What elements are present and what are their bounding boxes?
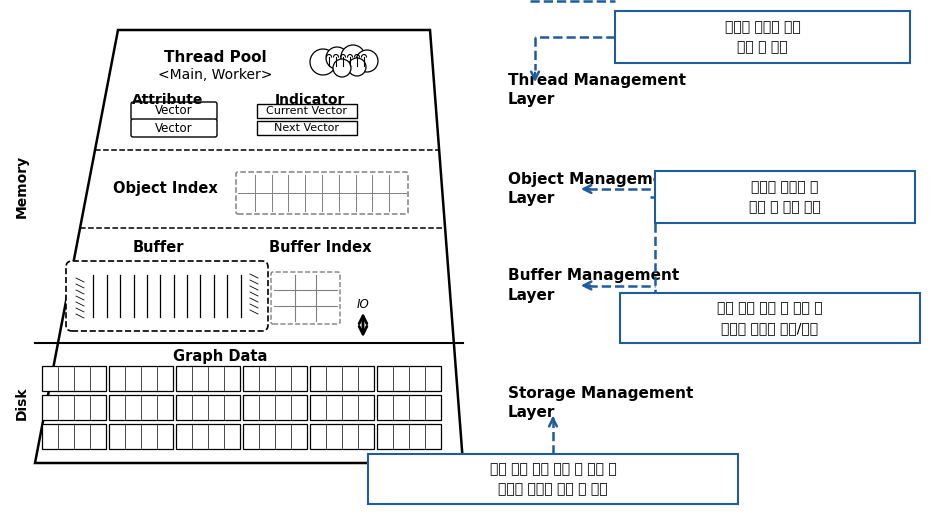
Circle shape — [310, 49, 336, 75]
Text: Vector: Vector — [155, 105, 192, 118]
Text: Vector: Vector — [155, 122, 192, 135]
FancyBboxPatch shape — [655, 171, 915, 223]
Circle shape — [326, 47, 348, 69]
FancyBboxPatch shape — [176, 366, 240, 391]
FancyBboxPatch shape — [109, 424, 173, 449]
FancyBboxPatch shape — [377, 395, 441, 420]
FancyBboxPatch shape — [42, 395, 106, 420]
FancyBboxPatch shape — [109, 366, 173, 391]
Text: Indicator: Indicator — [275, 93, 346, 107]
FancyBboxPatch shape — [257, 121, 357, 135]
FancyBboxPatch shape — [377, 366, 441, 391]
FancyBboxPatch shape — [176, 424, 240, 449]
Text: 버퍼 공간 관리 및 공간 내
그래프 데이터 읽기/쓰기: 버퍼 공간 관리 및 공간 내 그래프 데이터 읽기/쓰기 — [717, 301, 823, 335]
Text: Thread Management
Layer: Thread Management Layer — [508, 73, 686, 107]
Text: <Main, Worker>: <Main, Worker> — [158, 68, 272, 82]
FancyBboxPatch shape — [243, 395, 307, 420]
Text: 그래프 데이터 접근
요청 및 처리: 그래프 데이터 접근 요청 및 처리 — [725, 20, 800, 54]
Circle shape — [356, 50, 378, 72]
FancyBboxPatch shape — [176, 395, 240, 420]
Text: Thread Pool: Thread Pool — [163, 50, 267, 65]
FancyBboxPatch shape — [42, 366, 106, 391]
FancyBboxPatch shape — [368, 454, 738, 504]
Text: Next Vector: Next Vector — [274, 123, 340, 133]
Text: Disk: Disk — [15, 386, 29, 420]
Text: Attribute: Attribute — [132, 93, 204, 107]
FancyBboxPatch shape — [310, 366, 374, 391]
FancyBboxPatch shape — [42, 424, 106, 449]
Text: 저장 장치 공간 관리 및 공간 내
그래프 데이터 할당 및 해제: 저장 장치 공간 관리 및 공간 내 그래프 데이터 할당 및 해제 — [489, 462, 616, 496]
Circle shape — [341, 45, 365, 69]
FancyBboxPatch shape — [131, 119, 217, 137]
Text: IO: IO — [357, 298, 369, 311]
FancyBboxPatch shape — [615, 11, 910, 63]
Text: Storage Management
Layer: Storage Management Layer — [508, 385, 693, 421]
FancyBboxPatch shape — [310, 395, 374, 420]
FancyBboxPatch shape — [310, 424, 374, 449]
Text: Graph Data: Graph Data — [173, 349, 268, 364]
FancyBboxPatch shape — [66, 261, 268, 331]
Text: Buffer Management
Layer: Buffer Management Layer — [508, 268, 679, 303]
FancyBboxPatch shape — [620, 293, 920, 343]
FancyBboxPatch shape — [131, 102, 217, 120]
FancyBboxPatch shape — [243, 366, 307, 391]
FancyBboxPatch shape — [243, 424, 307, 449]
FancyBboxPatch shape — [236, 172, 408, 214]
Text: Object Management
Layer: Object Management Layer — [508, 171, 682, 206]
FancyBboxPatch shape — [271, 272, 340, 324]
Polygon shape — [35, 30, 463, 463]
Circle shape — [333, 59, 351, 77]
Text: 그래프 데이터 내
노드 및 엣지 관리: 그래프 데이터 내 노드 및 엣지 관리 — [749, 180, 821, 214]
FancyBboxPatch shape — [109, 395, 173, 420]
Text: Object Index: Object Index — [113, 180, 217, 195]
FancyBboxPatch shape — [257, 104, 357, 118]
Text: Memory: Memory — [15, 155, 29, 218]
FancyBboxPatch shape — [377, 424, 441, 449]
Circle shape — [348, 58, 366, 76]
Text: Buffer: Buffer — [132, 240, 184, 255]
Text: Buffer Index: Buffer Index — [269, 240, 371, 255]
Text: Current Vector: Current Vector — [267, 106, 347, 116]
